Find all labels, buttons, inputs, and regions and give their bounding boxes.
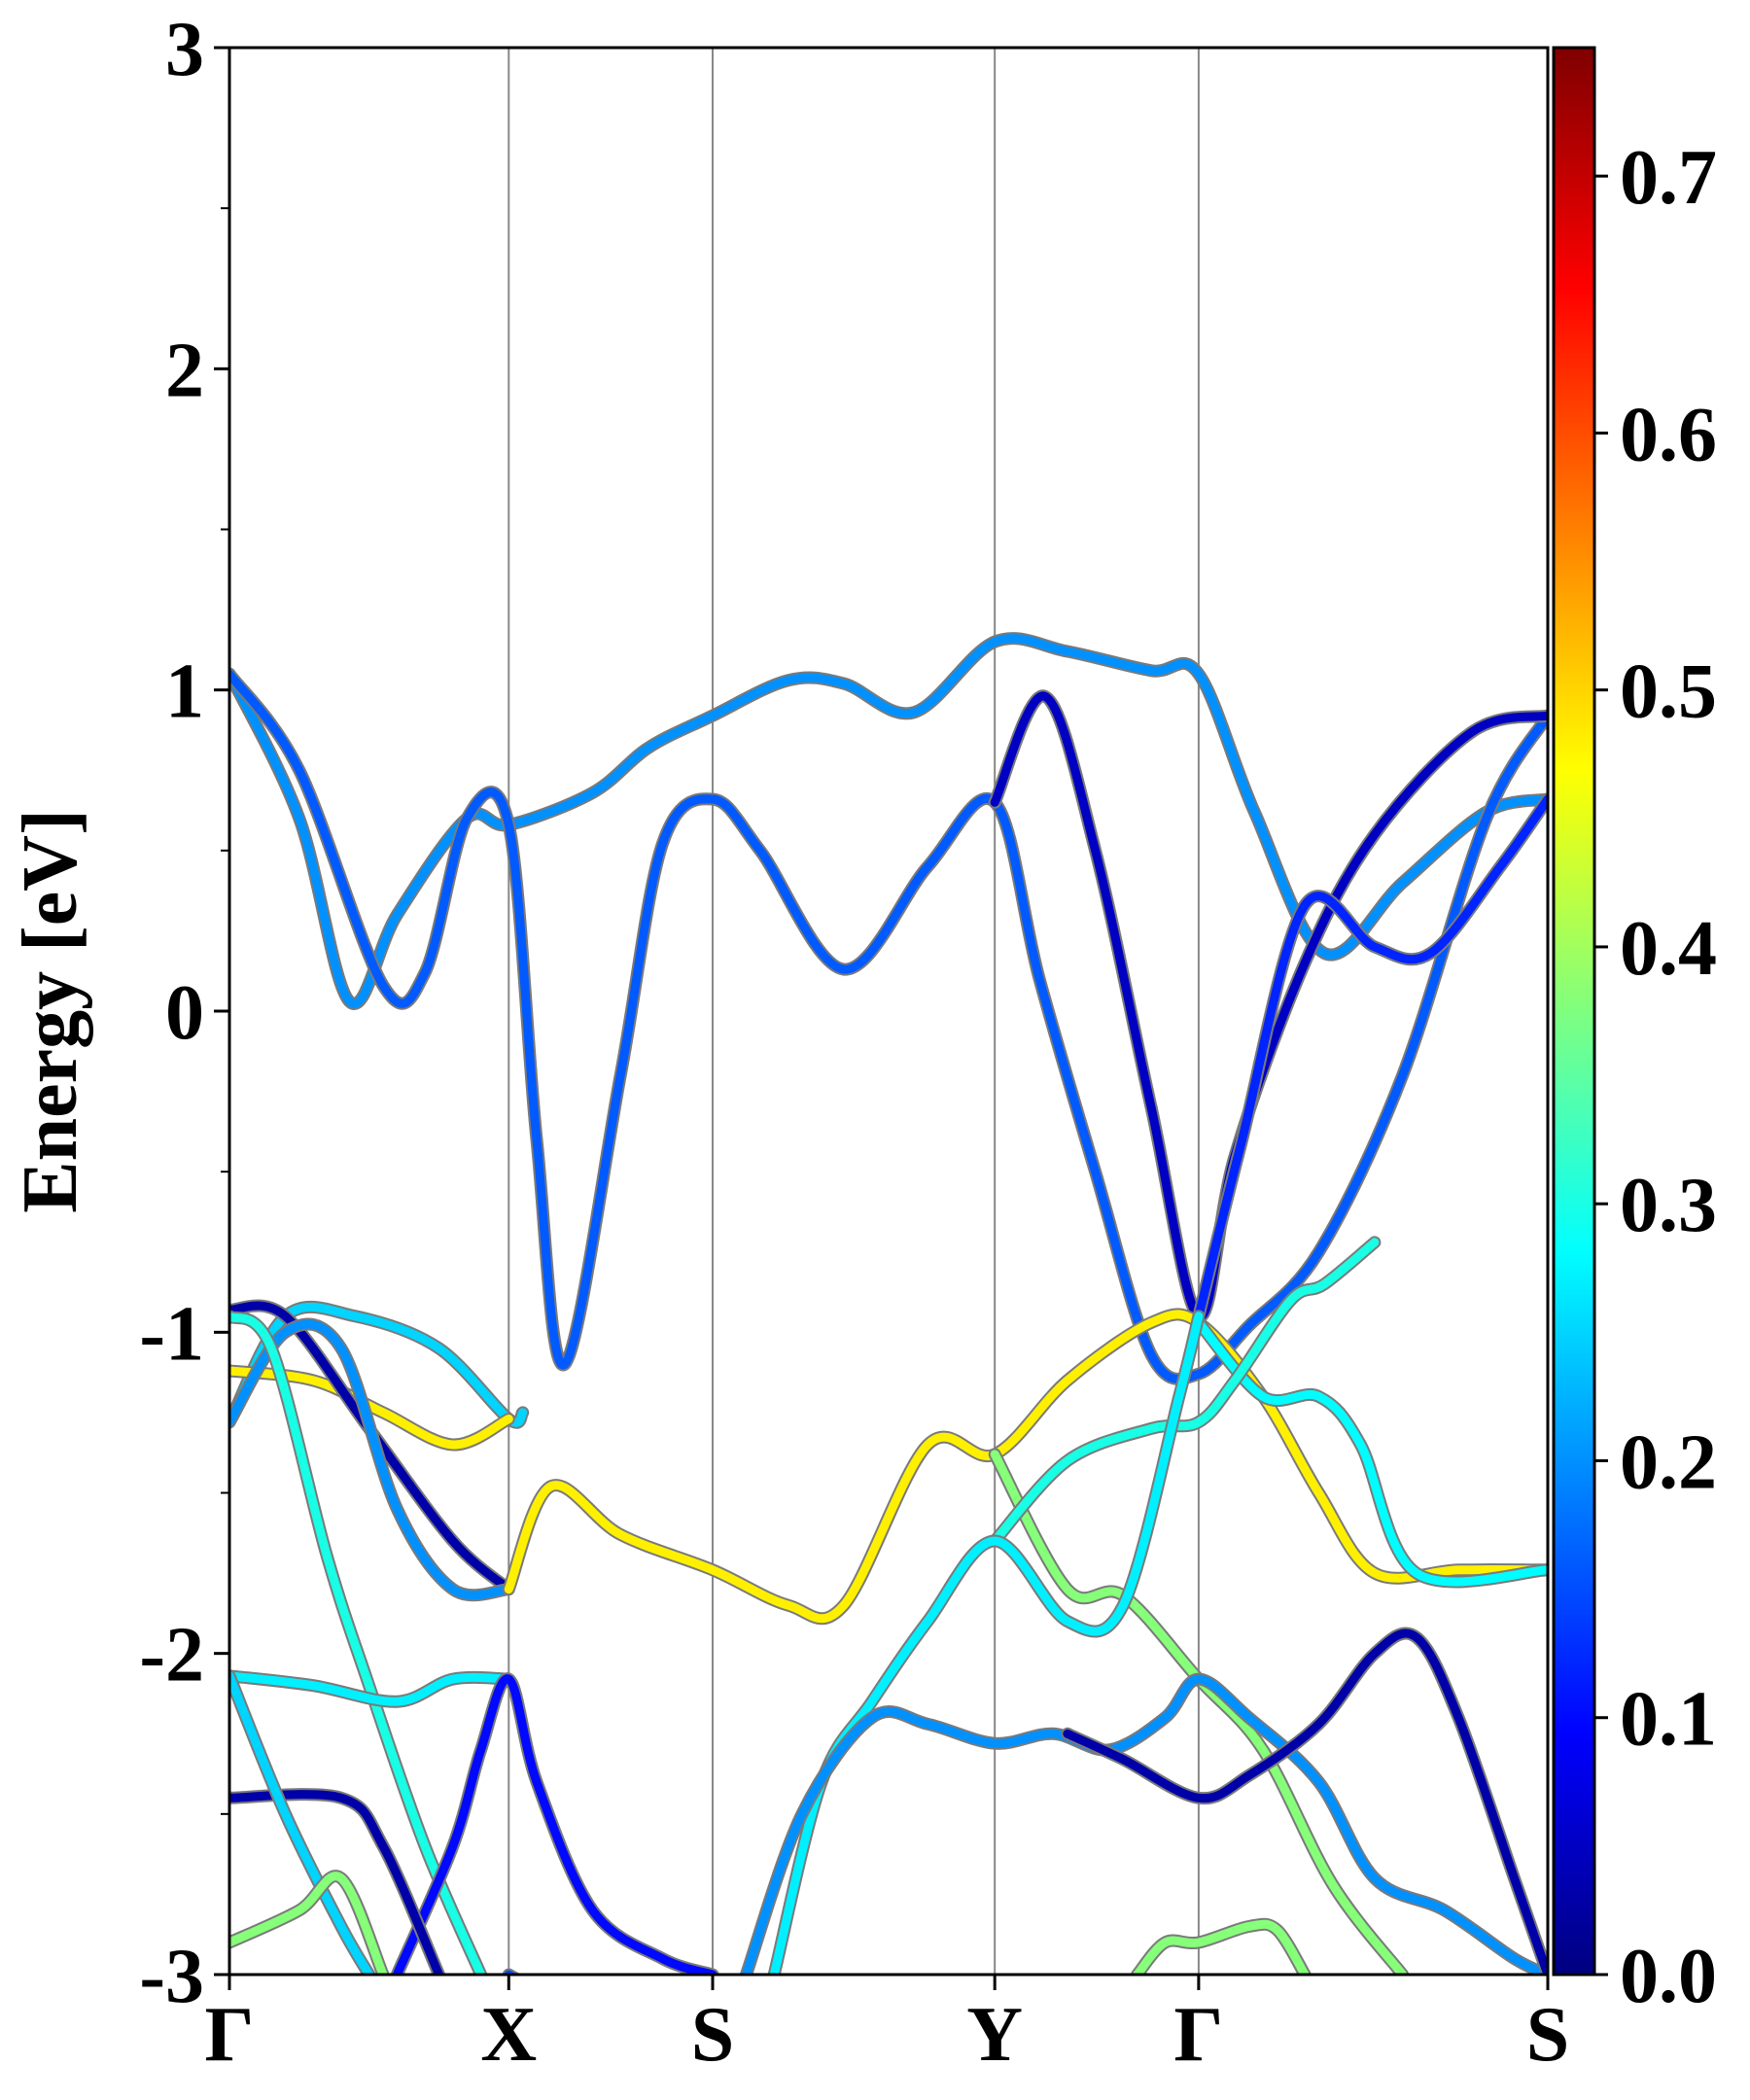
x-tick-label: S [691, 1992, 735, 2078]
x-tick-label: X [480, 1992, 537, 2078]
colorbar-tick-label: 0.0 [1620, 1934, 1717, 2019]
colorbar-tick-label: 0.3 [1620, 1163, 1717, 1248]
y-axis-title: Energy [eV] [8, 809, 93, 1212]
band-line [742, 1674, 1548, 1975]
band-line [392, 1674, 718, 1975]
band-line [1194, 794, 1548, 1321]
band-9 [502, 1308, 1548, 1626]
band-line [229, 1319, 513, 1600]
x-tick-label: S [1526, 1992, 1570, 2078]
band-line [229, 1312, 486, 1975]
colorbar-tick-label: 0.1 [1620, 1677, 1717, 1763]
band-outline [229, 667, 1548, 1385]
band-line [229, 1671, 374, 1975]
band-line [1063, 1628, 1548, 1975]
band-18 [229, 1669, 376, 1975]
colorbar-tick-label: 0.6 [1620, 392, 1717, 477]
band-19 [229, 1870, 390, 1975]
band-line [1194, 1317, 1548, 1587]
band-23 [1131, 1917, 1312, 1975]
band-outline [502, 1968, 522, 1975]
band-line [504, 1970, 518, 1975]
y-tick-label: 1 [165, 649, 204, 735]
band-line [1133, 1919, 1310, 1975]
bands [229, 632, 1548, 1975]
colorbar: 0.0 0.1 0.2 0.3 0.4 0.5 0.6 0.7 [1552, 46, 1717, 2019]
band-16 [390, 1672, 719, 1975]
band-2 [229, 667, 1548, 1385]
band-12 [1192, 1315, 1548, 1589]
y-tick-label: -1 [139, 1291, 204, 1377]
band-line [229, 1872, 388, 1975]
band-line [504, 1310, 1548, 1624]
colorbar-gradient [1552, 46, 1596, 1977]
band-line [229, 669, 1548, 1383]
band-14 [767, 1310, 1206, 1975]
y-tick-label: -2 [139, 1613, 204, 1698]
band-20 [502, 1968, 522, 1975]
band-line [769, 1312, 1204, 1975]
band-15 [229, 1669, 515, 1708]
band-line [229, 1671, 513, 1706]
high-symmetry-lines [508, 48, 1200, 1975]
y-tick-label: 2 [165, 328, 204, 413]
band-22 [1061, 1627, 1548, 1975]
x-tick-label: Γ [205, 1992, 255, 2078]
band-outline [767, 1310, 1206, 1975]
band-13 [988, 1236, 1382, 1548]
band-4 [1192, 792, 1548, 1323]
y-tick-label: 3 [165, 7, 204, 92]
colorbar-tick-label: 0.2 [1620, 1419, 1717, 1505]
band-8 [229, 1317, 515, 1602]
y-tick-label: -3 [139, 1934, 204, 2019]
band-line [229, 634, 1548, 1008]
x-tick-label: Y [966, 1992, 1023, 2078]
colorbar-tick-label: 0.5 [1620, 649, 1717, 735]
colorbar-tick-label: 0.7 [1620, 135, 1717, 221]
y-tick-label: 0 [165, 970, 204, 1056]
band-21 [740, 1672, 1548, 1975]
band-outline [1061, 1627, 1548, 1975]
band-line [990, 1238, 1380, 1546]
band-10 [229, 1310, 488, 1975]
x-tick-label: Γ [1173, 1992, 1223, 2078]
colorbar-tick-label: 0.4 [1620, 906, 1717, 992]
band-1 [229, 632, 1548, 1010]
y-axis: 3 2 1 0 -1 -2 -3 [139, 7, 229, 2019]
